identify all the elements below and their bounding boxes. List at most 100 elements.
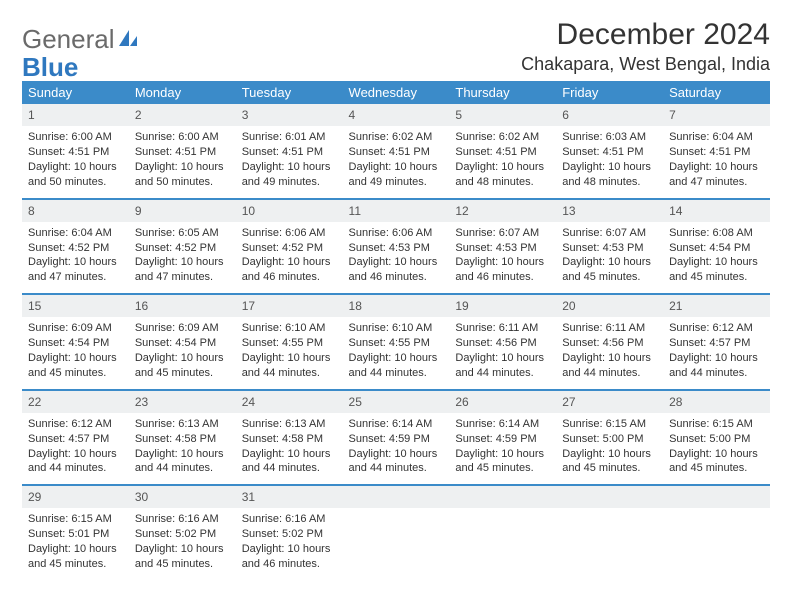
day-content-cell: Sunrise: 6:15 AMSunset: 5:00 PMDaylight:… — [663, 413, 770, 485]
daylight-line: Daylight: 10 hours and 46 minutes. — [349, 255, 444, 285]
day-content-cell: Sunrise: 6:06 AMSunset: 4:53 PMDaylight:… — [343, 222, 450, 294]
daylight-line: Daylight: 10 hours and 48 minutes. — [562, 160, 657, 190]
day-number-cell: 19 — [449, 294, 556, 317]
day-content-cell: Sunrise: 6:07 AMSunset: 4:53 PMDaylight:… — [449, 222, 556, 294]
daylight-line: Daylight: 10 hours and 45 minutes. — [135, 351, 230, 381]
sunset-line: Sunset: 4:51 PM — [242, 145, 337, 160]
day-content-cell: Sunrise: 6:04 AMSunset: 4:52 PMDaylight:… — [22, 222, 129, 294]
day-number-cell: 2 — [129, 104, 236, 126]
sunrise-line: Sunrise: 6:02 AM — [349, 130, 444, 145]
sunset-line: Sunset: 4:57 PM — [28, 432, 123, 447]
daylight-line: Daylight: 10 hours and 45 minutes. — [28, 351, 123, 381]
sunset-line: Sunset: 4:56 PM — [455, 336, 550, 351]
day-number-row: 293031 — [22, 485, 770, 508]
day-content-cell: Sunrise: 6:07 AMSunset: 4:53 PMDaylight:… — [556, 222, 663, 294]
day-content-cell: Sunrise: 6:04 AMSunset: 4:51 PMDaylight:… — [663, 126, 770, 198]
sunrise-line: Sunrise: 6:07 AM — [562, 226, 657, 241]
calendar-week: 1234567Sunrise: 6:00 AMSunset: 4:51 PMDa… — [22, 104, 770, 199]
daylight-line: Daylight: 10 hours and 50 minutes. — [28, 160, 123, 190]
day-number-cell: 13 — [556, 199, 663, 222]
day-content-cell: Sunrise: 6:12 AMSunset: 4:57 PMDaylight:… — [663, 317, 770, 389]
sunset-line: Sunset: 4:51 PM — [669, 145, 764, 160]
day-content-cell: Sunrise: 6:14 AMSunset: 4:59 PMDaylight:… — [449, 413, 556, 485]
daylight-line: Daylight: 10 hours and 48 minutes. — [455, 160, 550, 190]
sunset-line: Sunset: 5:00 PM — [669, 432, 764, 447]
day-number-cell: 17 — [236, 294, 343, 317]
day-number-cell: 31 — [236, 485, 343, 508]
day-content-cell: Sunrise: 6:10 AMSunset: 4:55 PMDaylight:… — [236, 317, 343, 389]
sunrise-line: Sunrise: 6:10 AM — [349, 321, 444, 336]
day-content-cell: Sunrise: 6:14 AMSunset: 4:59 PMDaylight:… — [343, 413, 450, 485]
day-number-cell — [663, 485, 770, 508]
day-number-cell: 21 — [663, 294, 770, 317]
day-content-row: Sunrise: 6:12 AMSunset: 4:57 PMDaylight:… — [22, 413, 770, 485]
day-number-cell: 5 — [449, 104, 556, 126]
daylight-line: Daylight: 10 hours and 44 minutes. — [242, 447, 337, 477]
day-content-cell: Sunrise: 6:01 AMSunset: 4:51 PMDaylight:… — [236, 126, 343, 198]
sunset-line: Sunset: 4:54 PM — [669, 241, 764, 256]
sunrise-line: Sunrise: 6:15 AM — [28, 512, 123, 527]
sunset-line: Sunset: 5:02 PM — [135, 527, 230, 542]
day-number-cell: 15 — [22, 294, 129, 317]
daylight-line: Daylight: 10 hours and 46 minutes. — [455, 255, 550, 285]
sunrise-line: Sunrise: 6:11 AM — [455, 321, 550, 336]
sunrise-line: Sunrise: 6:14 AM — [455, 417, 550, 432]
daylight-line: Daylight: 10 hours and 44 minutes. — [135, 447, 230, 477]
sunset-line: Sunset: 4:52 PM — [28, 241, 123, 256]
sunset-line: Sunset: 4:55 PM — [349, 336, 444, 351]
day-number-cell: 10 — [236, 199, 343, 222]
day-content-cell: Sunrise: 6:09 AMSunset: 4:54 PMDaylight:… — [22, 317, 129, 389]
sunrise-line: Sunrise: 6:00 AM — [28, 130, 123, 145]
day-content-cell — [343, 508, 450, 579]
calendar-week: 22232425262728Sunrise: 6:12 AMSunset: 4:… — [22, 390, 770, 486]
day-content-cell: Sunrise: 6:00 AMSunset: 4:51 PMDaylight:… — [22, 126, 129, 198]
day-content-row: Sunrise: 6:15 AMSunset: 5:01 PMDaylight:… — [22, 508, 770, 579]
sunset-line: Sunset: 4:54 PM — [28, 336, 123, 351]
sunrise-line: Sunrise: 6:15 AM — [562, 417, 657, 432]
daylight-line: Daylight: 10 hours and 44 minutes. — [562, 351, 657, 381]
day-content-cell: Sunrise: 6:03 AMSunset: 4:51 PMDaylight:… — [556, 126, 663, 198]
day-number-cell: 28 — [663, 390, 770, 413]
day-number-cell: 7 — [663, 104, 770, 126]
daylight-line: Daylight: 10 hours and 45 minutes. — [669, 255, 764, 285]
day-number-cell: 27 — [556, 390, 663, 413]
day-number-cell: 20 — [556, 294, 663, 317]
daylight-line: Daylight: 10 hours and 45 minutes. — [455, 447, 550, 477]
title-block: December 2024 Chakapara, West Bengal, In… — [521, 18, 770, 75]
day-number-row: 15161718192021 — [22, 294, 770, 317]
sunrise-line: Sunrise: 6:08 AM — [669, 226, 764, 241]
day-number-cell: 26 — [449, 390, 556, 413]
sunrise-line: Sunrise: 6:14 AM — [349, 417, 444, 432]
sunrise-line: Sunrise: 6:04 AM — [669, 130, 764, 145]
day-content-cell: Sunrise: 6:00 AMSunset: 4:51 PMDaylight:… — [129, 126, 236, 198]
daylight-line: Daylight: 10 hours and 46 minutes. — [242, 255, 337, 285]
sunset-line: Sunset: 4:53 PM — [455, 241, 550, 256]
day-number-cell — [343, 485, 450, 508]
daylight-line: Daylight: 10 hours and 47 minutes. — [135, 255, 230, 285]
day-number-cell: 30 — [129, 485, 236, 508]
daylight-line: Daylight: 10 hours and 47 minutes. — [669, 160, 764, 190]
sunset-line: Sunset: 5:01 PM — [28, 527, 123, 542]
day-number-cell: 24 — [236, 390, 343, 413]
calendar-week: 891011121314Sunrise: 6:04 AMSunset: 4:52… — [22, 199, 770, 295]
logo-sail-icon — [117, 28, 139, 48]
sunset-line: Sunset: 4:58 PM — [242, 432, 337, 447]
sunrise-line: Sunrise: 6:03 AM — [562, 130, 657, 145]
daylight-line: Daylight: 10 hours and 49 minutes. — [349, 160, 444, 190]
day-header: Monday — [129, 81, 236, 104]
sunrise-line: Sunrise: 6:10 AM — [242, 321, 337, 336]
sunset-line: Sunset: 4:56 PM — [562, 336, 657, 351]
day-content-cell: Sunrise: 6:16 AMSunset: 5:02 PMDaylight:… — [236, 508, 343, 579]
day-number-cell: 8 — [22, 199, 129, 222]
sunrise-line: Sunrise: 6:12 AM — [669, 321, 764, 336]
day-number-cell: 4 — [343, 104, 450, 126]
day-header: Friday — [556, 81, 663, 104]
day-content-cell — [663, 508, 770, 579]
day-content-cell: Sunrise: 6:05 AMSunset: 4:52 PMDaylight:… — [129, 222, 236, 294]
daylight-line: Daylight: 10 hours and 44 minutes. — [669, 351, 764, 381]
daylight-line: Daylight: 10 hours and 47 minutes. — [28, 255, 123, 285]
daylight-line: Daylight: 10 hours and 50 minutes. — [135, 160, 230, 190]
sunset-line: Sunset: 4:57 PM — [669, 336, 764, 351]
sunrise-line: Sunrise: 6:04 AM — [28, 226, 123, 241]
sunrise-line: Sunrise: 6:13 AM — [135, 417, 230, 432]
